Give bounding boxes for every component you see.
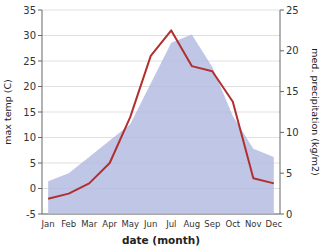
y-tick-label: -5	[26, 209, 36, 220]
axes: -5 0 5 10 15 20 25 30 35 0 5 10 15 20 25 Jan Feb Mar Apr Ma…	[23, 5, 298, 230]
y-tick	[38, 137, 42, 138]
y2-axis-label: med. precipitation (kg/m2)	[310, 48, 320, 175]
y-tick-label: 20	[23, 81, 36, 92]
grid-line	[42, 35, 280, 36]
y-tick-label: 0	[30, 183, 36, 194]
y-tick-label: 30	[23, 30, 36, 41]
y2-tick	[280, 214, 284, 215]
x-tick-label: Jun	[143, 219, 157, 229]
y2-tick-label: 5	[286, 168, 292, 179]
x-tick-label: Dec	[266, 219, 283, 229]
x-tick-label: Jan	[41, 219, 55, 229]
y2-tick	[280, 50, 284, 51]
x-tick-label: Feb	[61, 219, 76, 229]
y-tick	[38, 10, 42, 11]
y2-tick	[280, 132, 284, 133]
grid-line	[42, 61, 280, 62]
x-tick-label: Jul	[165, 219, 176, 229]
y-axis-label: max temp (C)	[2, 79, 13, 145]
y-tick	[38, 86, 42, 87]
y-tick	[38, 214, 42, 215]
y-tick-label: 5	[30, 158, 36, 169]
x-tick-label: May	[121, 219, 139, 229]
x-axis-label: date (month)	[122, 234, 200, 246]
chart: -5 0 5 10 15 20 25 30 35 0 5 10 15 20 25 Jan Feb Mar Apr Ma…	[0, 0, 320, 252]
y2-axis-line	[280, 10, 281, 214]
x-tick-label: Oct	[225, 219, 240, 229]
x-tick-label: Mar	[81, 219, 98, 229]
chart-container: -5 0 5 10 15 20 25 30 35 0 5 10 15 20 25 Jan Feb Mar Apr Ma…	[0, 0, 320, 252]
y-tick-label: 35	[23, 5, 36, 16]
temperature-line	[48, 30, 274, 198]
y-tick	[38, 112, 42, 113]
y2-tick-label: 15	[286, 86, 299, 97]
y2-tick	[280, 173, 284, 174]
x-tick-label: Sep	[204, 219, 220, 229]
y-tick-label: 15	[23, 107, 36, 118]
y-tick	[38, 188, 42, 189]
y-tick-label: 25	[23, 56, 36, 67]
grid	[42, 10, 280, 214]
y2-tick-label: 0	[286, 209, 292, 220]
x-tick-label: Nov	[245, 219, 262, 229]
y-tick	[38, 61, 42, 62]
y2-tick	[280, 10, 284, 11]
grid-line	[42, 10, 280, 11]
y-tick	[38, 163, 42, 164]
y-tick	[38, 35, 42, 36]
plot-data	[48, 30, 274, 214]
y2-tick-label: 25	[286, 5, 299, 16]
x-tick-label: Apr	[102, 219, 117, 229]
y2-tick	[280, 91, 284, 92]
y-tick-label: 10	[23, 132, 36, 143]
x-tick-label: Aug	[183, 219, 200, 229]
y2-tick-label: 20	[286, 45, 299, 56]
y-axis-line	[42, 10, 43, 214]
y2-tick-label: 10	[286, 127, 299, 138]
